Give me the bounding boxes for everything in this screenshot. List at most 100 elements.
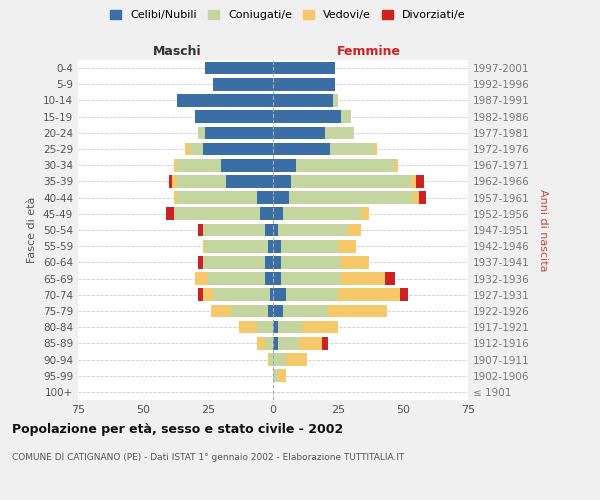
Bar [273,175,291,188]
Bar [213,78,273,90]
Bar [273,353,286,366]
Bar [330,142,374,156]
Bar [322,337,328,349]
Text: Popolazione per età, sesso e stato civile - 2002: Popolazione per età, sesso e stato civil… [12,422,343,436]
Bar [291,175,411,188]
Bar [341,256,369,268]
Bar [273,142,330,156]
Bar [286,353,307,366]
Bar [197,256,203,268]
Bar [205,240,268,252]
Bar [273,337,278,349]
Bar [273,192,289,204]
Bar [205,62,273,74]
Bar [273,110,341,123]
Bar [203,224,265,236]
Bar [174,208,260,220]
Bar [296,159,395,172]
Bar [278,321,302,334]
Bar [286,288,338,301]
Bar [341,110,351,123]
Bar [185,142,190,156]
Bar [278,224,349,236]
Bar [411,175,416,188]
Bar [232,304,268,318]
Bar [273,272,281,285]
Bar [174,159,177,172]
Bar [268,304,273,318]
Bar [328,304,388,318]
Bar [273,304,283,318]
Bar [177,159,221,172]
Bar [257,337,265,349]
Bar [203,288,213,301]
Bar [273,159,296,172]
Bar [413,192,419,204]
Bar [273,370,278,382]
Bar [283,304,328,318]
Bar [283,208,361,220]
Bar [385,272,395,285]
Bar [174,192,177,204]
Bar [203,240,205,252]
Bar [273,94,333,107]
Bar [268,353,271,366]
Bar [281,240,338,252]
Text: Maschi: Maschi [152,46,201,59]
Bar [265,272,273,285]
Bar [273,321,278,334]
Bar [273,208,283,220]
Bar [197,288,203,301]
Bar [226,175,273,188]
Legend: Celibi/Nubili, Coniugati/e, Vedovi/e, Divorziati/e: Celibi/Nubili, Coniugati/e, Vedovi/e, Di… [106,6,470,25]
Bar [221,159,273,172]
Bar [203,256,265,268]
Bar [213,288,271,301]
Bar [338,288,400,301]
Y-axis label: Fasce di età: Fasce di età [28,197,37,263]
Bar [197,224,203,236]
Bar [172,175,177,188]
Bar [278,337,299,349]
Bar [177,94,273,107]
Bar [325,126,353,139]
Bar [278,370,286,382]
Bar [281,256,341,268]
Bar [374,142,377,156]
Bar [177,192,257,204]
Bar [195,272,208,285]
Y-axis label: Anni di nascita: Anni di nascita [538,188,548,271]
Bar [349,224,361,236]
Bar [169,175,172,188]
Text: Femmine: Femmine [337,46,401,59]
Bar [299,337,322,349]
Bar [203,142,273,156]
Bar [341,272,385,285]
Bar [271,353,273,366]
Bar [273,62,335,74]
Bar [265,224,273,236]
Bar [338,240,356,252]
Bar [260,208,273,220]
Bar [361,208,369,220]
Bar [273,126,325,139]
Bar [166,208,174,220]
Bar [257,192,273,204]
Bar [281,272,341,285]
Bar [268,240,273,252]
Bar [333,94,338,107]
Text: COMUNE DI CATIGNANO (PE) - Dati ISTAT 1° gennaio 2002 - Elaborazione TUTTITALIA.: COMUNE DI CATIGNANO (PE) - Dati ISTAT 1°… [12,452,404,462]
Bar [302,321,338,334]
Bar [395,159,398,172]
Bar [211,304,232,318]
Bar [273,288,286,301]
Bar [205,126,273,139]
Bar [208,272,265,285]
Bar [273,224,278,236]
Bar [273,240,281,252]
Bar [416,175,424,188]
Bar [177,175,226,188]
Bar [239,321,257,334]
Bar [273,256,281,268]
Bar [197,126,205,139]
